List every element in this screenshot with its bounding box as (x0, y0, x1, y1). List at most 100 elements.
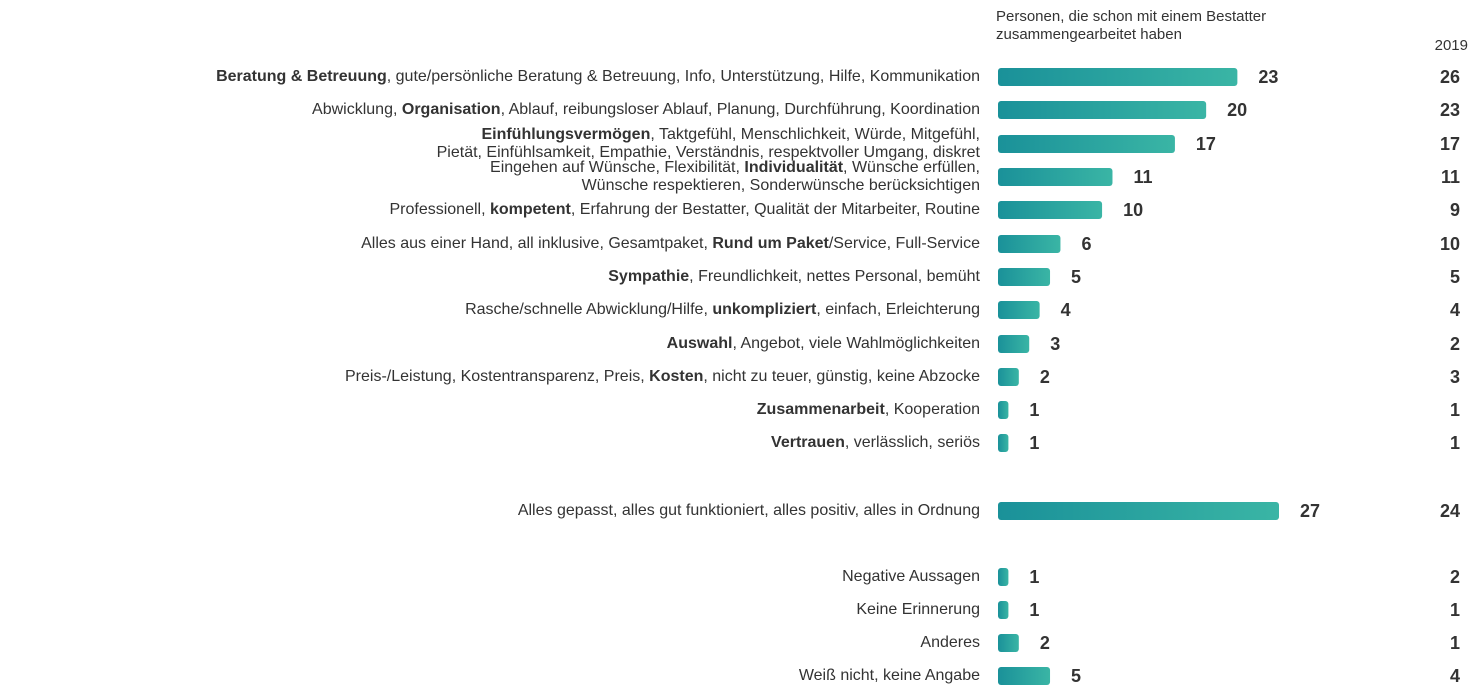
value-label: 3 (1050, 334, 1060, 354)
bar (998, 568, 1009, 586)
category-label: Zusammenarbeit, Kooperation (757, 401, 980, 418)
label-part: , Angebot, viele Wahlmöglichkeiten (732, 335, 980, 352)
label-part: unkompliziert (712, 301, 817, 318)
value-label: 6 (1081, 234, 1091, 254)
value-label: 10 (1123, 200, 1143, 220)
label-part: Beratung & Betreuung (216, 68, 387, 85)
value-label: 1 (1029, 433, 1039, 453)
bar (998, 301, 1040, 319)
label-part: Wünsche respektieren, Sonderwünsche berü… (582, 177, 980, 194)
label-part: Einfühlungsvermögen (481, 126, 650, 143)
value-2019: 5 (1450, 267, 1460, 287)
value-label: 1 (1029, 567, 1039, 587)
label-part: , verlässlich, seriös (845, 434, 980, 451)
value-label: 11 (1133, 167, 1152, 187)
label-part: Eingehen auf Wünsche, Flexibilität, (490, 159, 744, 176)
label-part: Weiß nicht, keine Angabe (799, 667, 980, 684)
value-2019: 26 (1440, 67, 1460, 87)
value-label: 27 (1300, 501, 1320, 521)
bar (998, 634, 1019, 652)
label-part: Keine Erinnerung (856, 601, 980, 618)
label-part: Preis-/Leistung, Kostentransparenz, Prei… (345, 368, 649, 385)
label-part: , Taktgefühl, Menschlichkeit, Würde, Mit… (650, 126, 980, 143)
label-part: , Erfahrung der Bestatter, Qualität der … (571, 201, 980, 218)
category-label: Einfühlungsvermögen, Taktgefühl, Menschl… (481, 126, 980, 143)
value-2019: 24 (1440, 501, 1460, 521)
category-label: Vertrauen, verlässlich, seriös (771, 434, 980, 451)
value-label: 1 (1029, 600, 1039, 620)
value-label: 2 (1040, 633, 1050, 653)
bar (998, 368, 1019, 386)
bar (998, 235, 1061, 253)
category-label: Negative Aussagen (842, 568, 980, 585)
value-2019: 2 (1450, 334, 1460, 354)
label-part: Sympathie (608, 268, 689, 285)
label-part: , Kooperation (885, 401, 980, 418)
label-part: Negative Aussagen (842, 568, 980, 585)
value-2019: 11 (1441, 167, 1460, 187)
series-header: Personen, die schon mit einem Bestatter … (996, 8, 1266, 43)
bar (998, 502, 1279, 520)
value-2019: 4 (1450, 666, 1460, 686)
category-label: Pietät, Einfühlsamkeit, Empathie, Verstä… (437, 144, 981, 161)
label-part: , Ablauf, reibungsloser Ablauf, Planung,… (501, 101, 980, 118)
label-part: Vertrauen (771, 434, 845, 451)
value-2019: 3 (1450, 367, 1460, 387)
label-part: , einfach, Erleichterung (816, 301, 980, 318)
value-2019: 1 (1450, 633, 1460, 653)
label-part: Alles aus einer Hand, all inklusive, Ges… (361, 235, 712, 252)
label-part: Kosten (649, 368, 703, 385)
label-part: , Wünsche erfüllen, (843, 159, 980, 176)
value-label: 17 (1196, 134, 1216, 154)
bar (998, 601, 1009, 619)
label-part: Rasche/schnelle Abwicklung/Hilfe, (465, 301, 712, 318)
label-part: Pietät, Einfühlsamkeit, Empathie, Verstä… (437, 144, 981, 161)
label-part: Rund um Paket (712, 235, 829, 252)
label-part: , nicht zu teuer, günstig, keine Abzocke (703, 368, 980, 385)
label-part: , gute/persönliche Beratung & Betreuung,… (387, 68, 980, 85)
value-label: 1 (1029, 400, 1039, 420)
value-label: 23 (1258, 67, 1278, 87)
value-label: 2 (1040, 367, 1050, 387)
value-2019: 10 (1440, 234, 1460, 254)
category-label: Alles aus einer Hand, all inklusive, Ges… (361, 235, 980, 252)
category-label: Professionell, kompetent, Erfahrung der … (389, 201, 980, 218)
value-2019: 2 (1450, 567, 1460, 587)
label-part: Individualität (744, 159, 843, 176)
label-part: /Service, Full-Service (829, 235, 980, 252)
label-part: Abwicklung, (312, 101, 402, 118)
category-label: Wünsche respektieren, Sonderwünsche berü… (582, 177, 980, 194)
bar (998, 667, 1051, 685)
value-label: 5 (1071, 666, 1081, 686)
category-label: Beratung & Betreuung, gute/persönliche B… (216, 68, 980, 85)
category-label: Rasche/schnelle Abwicklung/Hilfe, unkomp… (465, 301, 980, 318)
value-label: 5 (1071, 267, 1081, 287)
category-label: Eingehen auf Wünsche, Flexibilität, Indi… (490, 159, 980, 176)
bar (998, 335, 1030, 353)
value-2019: 1 (1450, 400, 1460, 420)
value-2019: 1 (1450, 600, 1460, 620)
category-label: Alles gepasst, alles gut funktioniert, a… (518, 502, 980, 519)
label-part: Alles gepasst, alles gut funktioniert, a… (518, 502, 980, 519)
bar (998, 135, 1175, 153)
category-label: Abwicklung, Organisation, Ablauf, reibun… (312, 101, 980, 118)
label-part: Professionell, (389, 201, 490, 218)
value-2019: 23 (1440, 100, 1460, 120)
category-label: Keine Erinnerung (856, 601, 980, 618)
series-name: 2019 (1435, 37, 1468, 54)
label-part: Organisation (402, 101, 501, 118)
label-part: Zusammenarbeit (757, 401, 886, 418)
label-part: , Freundlichkeit, nettes Personal, bemüh… (689, 268, 980, 285)
value-2019: 4 (1450, 300, 1460, 320)
bar (998, 268, 1051, 286)
label-part: kompetent (490, 201, 572, 218)
category-label: Anderes (920, 634, 980, 651)
value-2019: 9 (1450, 200, 1460, 220)
value-2019: 17 (1440, 134, 1460, 154)
bar (998, 434, 1009, 452)
bar (998, 101, 1207, 119)
value-2019: 1 (1450, 433, 1460, 453)
label-part: Anderes (920, 634, 980, 651)
bar (998, 401, 1009, 419)
bar (998, 201, 1103, 219)
